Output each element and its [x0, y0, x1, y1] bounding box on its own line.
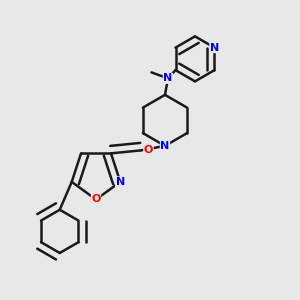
Text: N: N [160, 141, 169, 151]
Text: N: N [164, 74, 172, 83]
Text: O: O [144, 146, 153, 155]
Text: N: N [116, 177, 125, 187]
Text: O: O [91, 194, 101, 205]
Text: N: N [210, 43, 219, 52]
